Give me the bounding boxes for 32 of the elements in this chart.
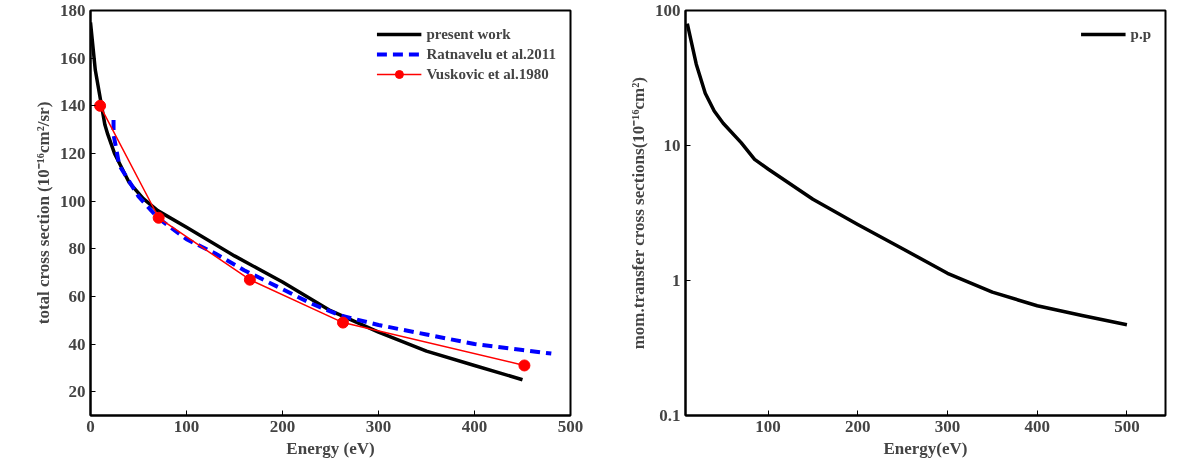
x-tick-label: 100 xyxy=(755,416,781,436)
x-tick-label: 200 xyxy=(269,416,296,436)
y-axis-title: total cross section (10⁻¹⁶cm²/sr) xyxy=(34,101,53,325)
x-tick-label: 100 xyxy=(173,416,200,436)
legend-label: Vuskovic et al.1980 xyxy=(426,65,549,83)
y-tick-label: 100 xyxy=(655,1,681,20)
y-tick-label: 80 xyxy=(68,239,86,259)
legend-label: Ratnavelu et al.2011 xyxy=(426,45,556,63)
x-tick-label: 0 xyxy=(86,416,95,436)
x-tick-label: 500 xyxy=(1114,416,1140,436)
y-tick-label: 140 xyxy=(60,96,86,116)
y-axis-title: mom.transfer cross sections(10⁻¹⁶cm²) xyxy=(629,77,648,350)
y-tick-label: 120 xyxy=(60,143,86,163)
y-tick-label: 20 xyxy=(68,382,86,402)
legend-label: present work xyxy=(426,25,511,43)
y-tick-label: 1 xyxy=(672,271,681,290)
x-tick-label: 500 xyxy=(557,416,584,436)
y-tick-label: 160 xyxy=(60,48,86,68)
x-tick-label: 400 xyxy=(461,416,488,436)
y-tick-label: 40 xyxy=(68,334,86,354)
x-tick-label: 300 xyxy=(934,416,961,436)
y-tick-label: 180 xyxy=(60,1,86,20)
x-tick-label: 400 xyxy=(1024,416,1050,436)
y-tick-label: 10 xyxy=(663,136,681,155)
y-tick-label: 0.1 xyxy=(659,406,681,425)
x-tick-label: 300 xyxy=(365,416,392,436)
y-tick-label: 100 xyxy=(60,191,86,211)
x-tick-label: 200 xyxy=(845,416,871,436)
y-tick-label: 60 xyxy=(68,286,86,306)
legend-label: p.p xyxy=(1130,25,1151,43)
x-axis-title: Energy(eV) xyxy=(883,438,968,458)
x-axis-title: Energy (eV) xyxy=(286,438,375,458)
